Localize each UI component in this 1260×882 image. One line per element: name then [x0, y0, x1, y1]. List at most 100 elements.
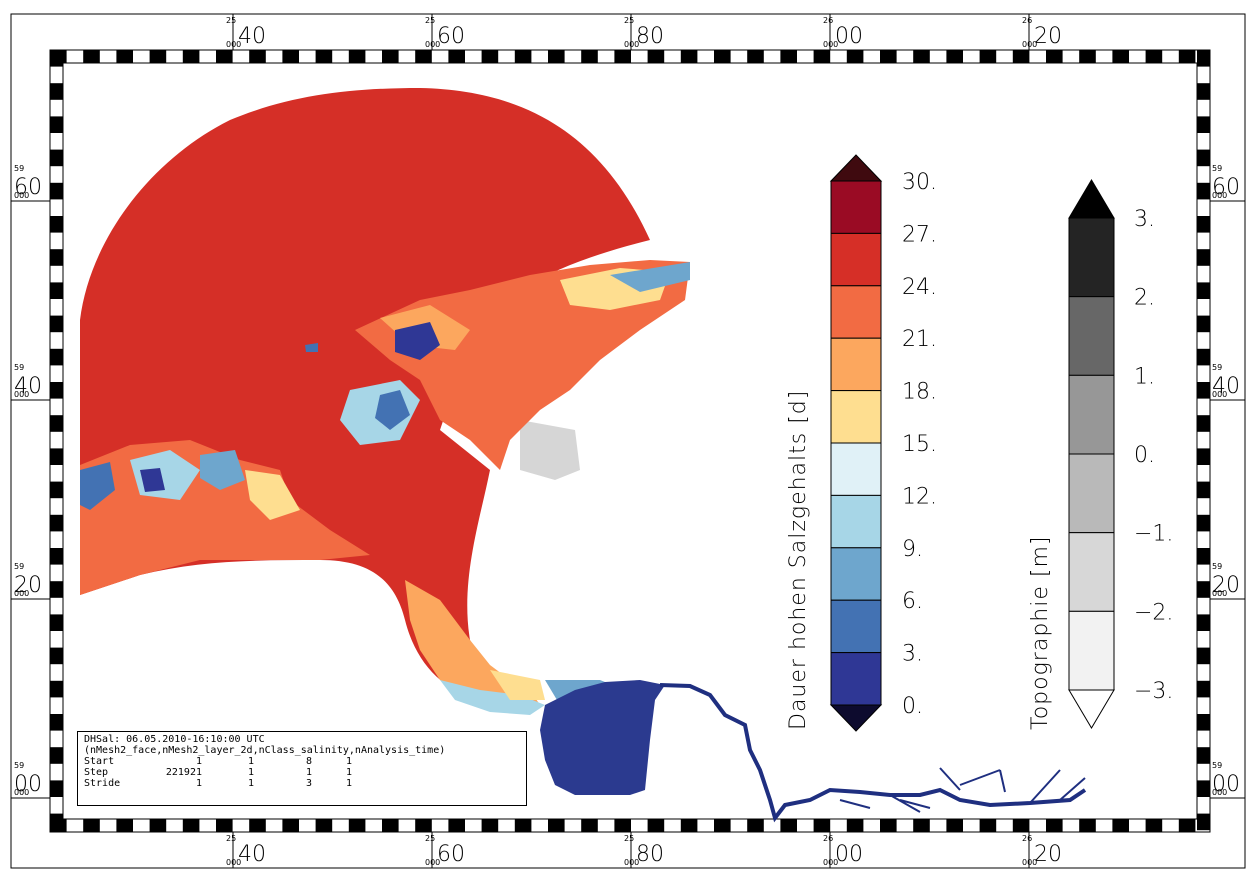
border-segment — [216, 819, 233, 832]
bottom-axis-minor: 25 — [226, 834, 236, 843]
border-segment — [1197, 680, 1210, 698]
info-dimensions: (nMesh2_face,nMesh2_layer_2d,nClass_sali… — [84, 745, 446, 756]
bottom-axis-major: 20 — [1034, 842, 1062, 867]
salinity-colorbar-swatch — [830, 547, 882, 601]
info-cell: 3 — [305, 778, 312, 789]
left-axis-major: 60 — [14, 175, 42, 200]
river-channel — [659, 683, 1087, 823]
map-border-bottom — [50, 819, 1196, 832]
topography-colorbar-tick-label: 1. — [1134, 364, 1155, 389]
border-segment — [714, 50, 731, 63]
right-axis-sub: 000 — [1212, 191, 1227, 200]
land-fringe-east — [520, 420, 580, 480]
border-segment — [50, 149, 63, 167]
border-segment — [116, 50, 133, 63]
salinity-colorbar-swatch — [830, 390, 882, 444]
map-border-left — [50, 50, 63, 831]
bottom-axis-major: 80 — [636, 842, 664, 867]
border-segment — [50, 83, 63, 100]
harbour-basin — [540, 680, 665, 795]
border-segment — [1197, 116, 1210, 133]
tidal-flats-patch — [245, 470, 300, 520]
border-segment — [50, 647, 63, 665]
left-axis-sub: 000 — [14, 589, 29, 598]
border-segment — [813, 50, 831, 63]
info-cell: 1 — [345, 767, 352, 778]
border-segment — [50, 415, 63, 432]
border-segment — [481, 50, 499, 63]
border-segment — [448, 50, 465, 63]
topography-colorbar-swatch — [1068, 374, 1115, 455]
bottom-axis-major: 60 — [437, 842, 465, 867]
right-axis-major: 20 — [1212, 573, 1240, 598]
info-cell: Start — [84, 756, 115, 767]
border-segment — [50, 282, 63, 299]
border-segment — [50, 680, 63, 698]
bottom-axis-minor: 25 — [624, 834, 634, 843]
info-cell: 8 — [305, 756, 312, 767]
border-segment — [680, 819, 698, 832]
info-cell: 1 — [195, 756, 202, 767]
tidal-flats-patch — [140, 468, 165, 492]
border-segment — [1046, 50, 1063, 63]
top-axis-sub: 000 — [823, 40, 838, 49]
border-segment — [50, 481, 63, 499]
border-segment — [780, 50, 797, 63]
info-row-start: Start 1 1 8 1 — [84, 756, 520, 767]
border-segment — [1197, 382, 1210, 399]
info-cell: Step — [84, 767, 109, 778]
topography-colorbar-tick-label: 0. — [1134, 443, 1155, 468]
border-segment — [1197, 614, 1210, 631]
border-segment — [1112, 50, 1129, 63]
salinity-colorbar-tick-label: 30. — [902, 170, 937, 195]
border-segment — [946, 819, 963, 832]
border-segment — [1197, 249, 1210, 266]
estuary-fringe — [440, 680, 545, 715]
top-axis-minor: 25 — [425, 16, 435, 25]
border-segment — [1145, 819, 1163, 832]
top-axis-labels: 25 40 000 25 60 000 25 80 000 26 00 000 … — [226, 16, 1062, 49]
topography-colorbar-tick-label: 3. — [1134, 207, 1155, 232]
border-segment — [315, 819, 333, 832]
tidal-flats-patch — [80, 462, 115, 510]
border-segment — [581, 50, 598, 63]
border-segment — [979, 50, 997, 63]
border-segment — [913, 50, 930, 63]
bottom-axis-minor: 26 — [1022, 834, 1032, 843]
border-segment — [415, 819, 432, 832]
border-segment — [1197, 747, 1210, 764]
border-segment — [1197, 714, 1210, 731]
top-axis-minor: 25 — [624, 16, 634, 25]
right-axis-major: 60 — [1212, 175, 1240, 200]
border-segment — [1079, 819, 1096, 832]
border-segment — [1197, 282, 1210, 299]
topography-colorbar-tick-label: 2. — [1134, 286, 1155, 311]
outer-frame — [10, 13, 1246, 869]
salinity-colorbar-under-triangle — [829, 704, 883, 732]
border-segment — [50, 249, 63, 266]
left-axis-labels: 59 60 000 59 40 000 59 20 000 59 00 000 — [14, 164, 42, 797]
salinity-field — [80, 88, 1087, 823]
salinity-colorbar-tick-label: 24. — [902, 275, 937, 300]
info-cell: 1 — [247, 756, 254, 767]
info-cell: 1 — [345, 756, 352, 767]
salinity-colorbar: 30. 27. 24. 21. 18. 15. 12. 9. 6. 3. 0. — [829, 154, 937, 732]
salinity-colorbar-tick-label: 21. — [902, 327, 937, 352]
map-border-top — [49, 49, 1211, 833]
border-segment — [846, 819, 864, 832]
right-axis-sub: 000 — [1212, 589, 1227, 598]
border-segment — [50, 780, 63, 797]
border-segment — [1197, 83, 1210, 100]
right-axis-minor: 59 — [1212, 164, 1222, 173]
border-segment — [514, 819, 532, 832]
top-axis-sub: 000 — [1022, 40, 1037, 49]
right-axis-sub: 000 — [1212, 788, 1227, 797]
right-axis-major: 40 — [1212, 374, 1240, 399]
salinity-colorbar-tick-label: 6. — [902, 589, 923, 614]
border-segment — [382, 819, 399, 832]
info-cell: 1 — [195, 778, 202, 789]
bottom-axis-labels: 25 40 000 25 60 000 25 80 000 26 00 000 … — [226, 834, 1062, 867]
border-segment — [282, 819, 299, 832]
top-axis-major: 40 — [238, 24, 266, 49]
border-segment — [116, 819, 133, 832]
